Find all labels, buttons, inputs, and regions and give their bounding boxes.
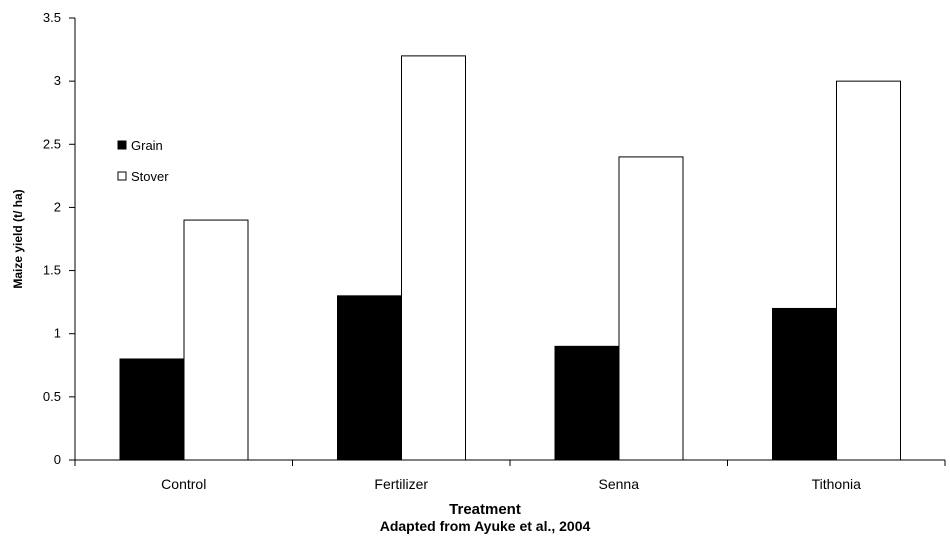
legend: Grain Stover	[117, 138, 169, 184]
y-tick-label: 3	[54, 73, 61, 88]
bar-stover-control	[183, 219, 249, 461]
x-tick-label: Control	[161, 476, 206, 492]
bar-stover-senna	[618, 156, 684, 461]
y-ticks-group: 0 0.5 1 1.5 2 2.5 3 3.5	[43, 10, 75, 467]
x-ticks-group: Control Fertilizer Senna Tithonia	[74, 460, 946, 492]
y-axis-title: Maize yield (t/ ha)	[11, 189, 25, 288]
bar-grain-control	[119, 358, 185, 461]
x-tick-label: Senna	[599, 476, 640, 492]
y-tick-label: 3.5	[43, 10, 61, 25]
bar-grain-tithonia	[772, 307, 837, 461]
legend-swatch-grain	[117, 140, 127, 150]
y-tick-label: 0	[54, 452, 61, 467]
y-tick-label: 2.5	[43, 136, 61, 151]
legend-label-stover: Stover	[131, 169, 169, 184]
y-tick-label: 1	[54, 326, 61, 341]
caption: Adapted from Ayuke et al., 2004	[380, 518, 591, 534]
legend-label-grain: Grain	[131, 138, 163, 153]
y-tick-label: 0.5	[43, 389, 61, 404]
bars-group	[119, 55, 901, 461]
bar-stover-fertilizer	[401, 55, 466, 461]
x-axis-title: Treatment	[449, 501, 521, 518]
y-tick-label: 2	[54, 199, 61, 214]
x-tick-label: Tithonia	[812, 476, 862, 492]
x-tick-label: Fertilizer	[374, 476, 428, 492]
bar-grain-fertilizer	[337, 295, 402, 461]
bar-stover-tithonia	[836, 80, 901, 461]
y-tick-label: 1.5	[43, 263, 61, 278]
bar-grain-senna	[554, 345, 620, 461]
legend-swatch-stover	[117, 171, 127, 181]
